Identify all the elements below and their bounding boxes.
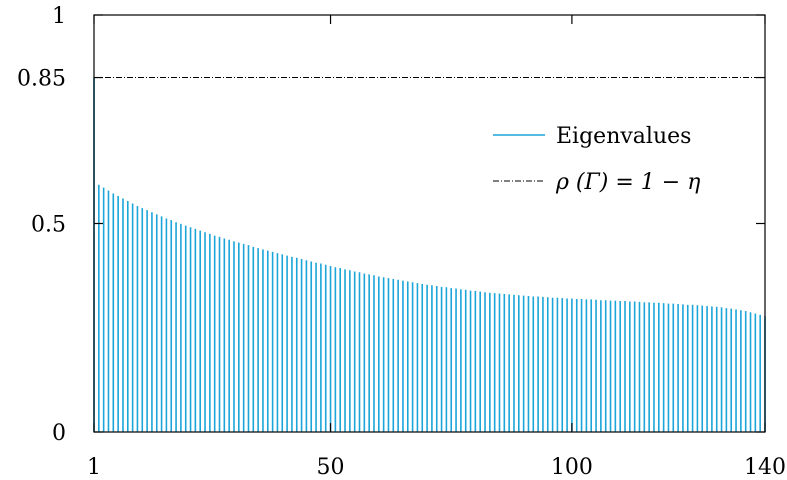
y-tick-label: 0.85 [17,67,66,92]
eigenvalue-bars [93,77,766,432]
x-tick-label: 140 [744,455,786,480]
x-tick-label: 50 [317,455,345,480]
legend-label-reference: ρ (Γ) = 1 − η [555,170,700,195]
y-tick-label: 1 [52,4,66,29]
axis-tick-labels: 1 50 100 140 0 0.5 0.85 1 [17,4,786,480]
y-tick-label: 0.5 [31,213,66,238]
x-tick-label: 100 [551,455,593,480]
legend: Eigenvalues ρ (Γ) = 1 − η [493,124,700,195]
y-tick-label: 0 [52,421,66,446]
axis-ticks [93,14,766,433]
legend-label-eigenvalues: Eigenvalues [556,124,691,149]
x-tick-label: 1 [87,455,101,480]
